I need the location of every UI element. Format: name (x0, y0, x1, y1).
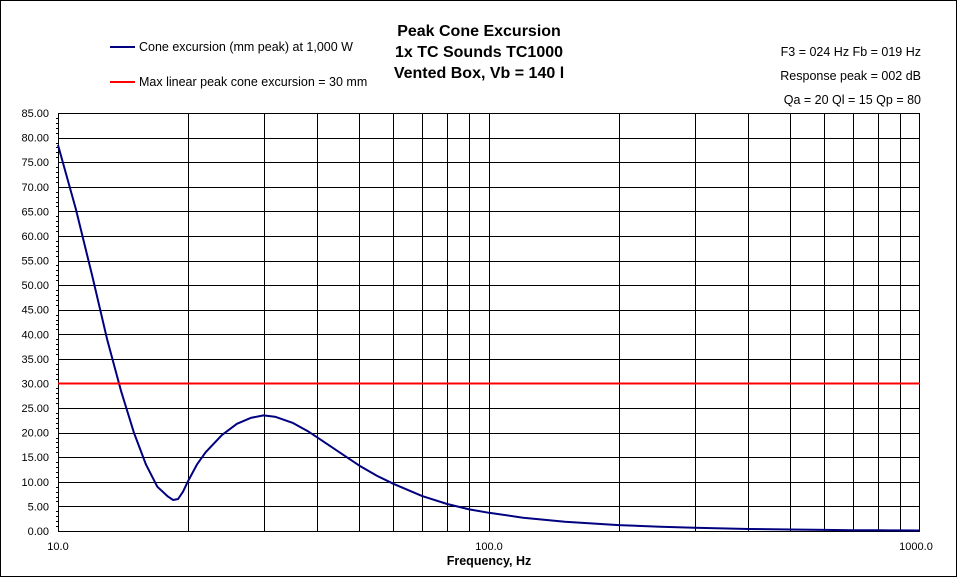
y-axis-tick-labels: 0.00 5.00 10.00 15.00 20.00 25.00 30.00 35.00 40… (21, 108, 49, 538)
series-line-cone-excursion (57, 144, 921, 532)
chart-title-line-3: Vented Box, Vb = 140 l (394, 65, 564, 82)
annotation-f3-fb: F3 = 024 Hz Fb = 019 Hz (781, 45, 921, 59)
x-axis-label: Frequency, Hz (447, 554, 532, 568)
x-tick-label: 10.0 (47, 541, 68, 553)
y-tick-label: 15.00 (21, 452, 49, 464)
y-tick-label: 30.00 (21, 378, 49, 390)
legend-label-max-linear: Max linear peak cone excursion = 30 mm (139, 75, 367, 89)
y-tick-label: 0.00 (28, 526, 49, 538)
y-tick-label: 85.00 (21, 108, 49, 120)
x-axis-tick-labels: 10.0 100.0 1000.0 (47, 541, 933, 553)
y-tick-label: 60.00 (21, 231, 49, 243)
y-tick-label: 25.00 (21, 403, 49, 415)
x-tick-label: 100.0 (475, 541, 503, 553)
legend-label-cone-excursion: Cone excursion (mm peak) at 1,000 W (139, 40, 353, 54)
annotation-q-values: Qa = 20 Ql = 15 Qp = 80 (784, 93, 921, 107)
y-tick-label: 5.00 (28, 501, 49, 513)
y-tick-label: 40.00 (21, 329, 49, 341)
chart-title-line-1: Peak Cone Excursion (397, 23, 561, 40)
y-tick-label: 20.00 (21, 428, 49, 440)
y-tick-label: 55.00 (21, 256, 49, 268)
y-tick-label: 10.00 (21, 477, 49, 489)
legend: Cone excursion (mm peak) at 1,000 W Max … (110, 40, 367, 89)
y-tick-label: 35.00 (21, 354, 49, 366)
y-tick-label: 75.00 (21, 157, 49, 169)
y-tick-label: 50.00 (21, 280, 49, 292)
plot-area (56, 113, 921, 532)
y-tick-label: 80.00 (21, 133, 49, 145)
x-tick-label: 1000.0 (899, 541, 933, 553)
y-tick-label: 65.00 (21, 206, 49, 218)
y-tick-label: 70.00 (21, 182, 49, 194)
plot-border (58, 113, 920, 532)
annotation-response-peak: Response peak = 002 dB (780, 69, 921, 83)
y-tick-label: 45.00 (21, 305, 49, 317)
chart-title-line-2: 1x TC Sounds TC1000 (395, 44, 563, 61)
